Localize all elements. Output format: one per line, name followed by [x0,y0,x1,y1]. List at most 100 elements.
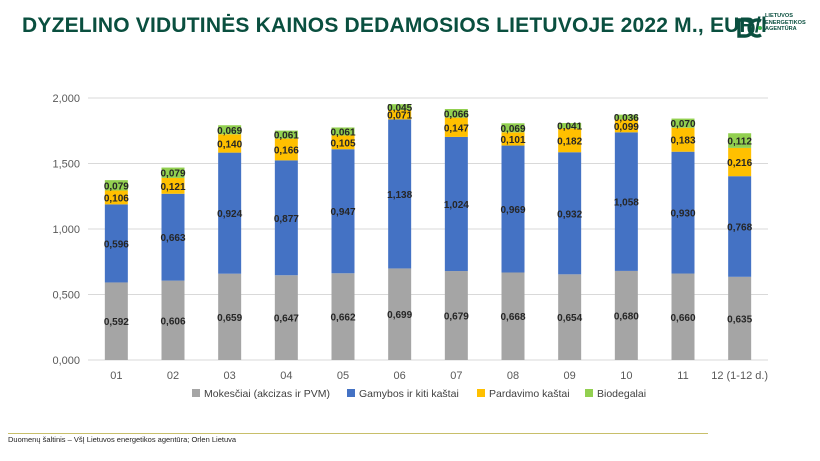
data-label: 0,061 [330,127,355,138]
data-label: 0,106 [104,193,129,204]
x-tick-label: 12 (1-12 d.) [711,370,768,382]
legend-label: Pardavimo kaštai [489,388,570,400]
data-label: 0,101 [500,135,525,146]
bar-segment [614,132,638,271]
legend-label: Gamybos ir kiti kaštai [359,388,459,400]
bar-segment [388,119,412,269]
data-label: 0,647 [274,314,299,325]
x-tick-label: 10 [620,370,632,382]
data-label: 0,183 [670,136,695,147]
stacked-bar-chart: 0,000 0,500 1,000 1,500 2,000 0,592 0,596 0,106… [52,93,768,400]
legend-swatch [585,389,593,397]
bar-segment [444,136,468,272]
bar-segment [331,135,355,150]
data-label: 0,105 [330,138,355,149]
data-label: 0,932 [557,209,582,220]
y-tick-label: 1,000 [52,224,80,236]
data-label: 0,045 [387,103,412,114]
bar-segment [614,270,638,360]
bar-segment [444,117,468,137]
data-label: 0,112 [727,137,752,148]
logo-line-3: AGENTŪRA [765,26,797,33]
data-label: 0,660 [670,313,695,324]
data-label: 0,099 [614,122,639,133]
data-label: 0,147 [444,123,469,134]
bar-segment [671,118,695,128]
bar-segment [558,128,582,153]
bar-segment [388,268,412,360]
data-label: 0,079 [160,169,185,180]
x-tick-label: 08 [507,370,519,382]
data-label: 0,924 [217,209,242,220]
bar-segment [444,109,468,118]
logo-text: LIETUVOS ENERGETIKOS AGENTŪRA [765,13,806,33]
bar-segment [728,176,752,277]
bar-segment [388,110,412,120]
data-label: 0,140 [217,139,242,150]
bar-segment [671,151,695,274]
data-label: 0,947 [330,207,355,218]
data-label: 0,668 [500,312,525,323]
bar-segment [671,127,695,152]
data-label: 0,069 [500,124,525,135]
divider [8,433,708,434]
data-label: 0,659 [217,313,242,324]
data-label: 0,680 [614,311,639,322]
data-label: 0,679 [444,312,469,323]
data-label: 0,635 [727,314,752,325]
bar-segment [161,177,185,194]
logo-line-2: ENERGETIKOS [765,19,806,26]
bar-segment [104,180,128,191]
data-label: 1,058 [614,198,639,209]
y-tick-label: 0,000 [52,355,80,367]
data-label: 1,024 [444,200,469,211]
bar-segment [501,123,525,133]
legend-swatch [192,389,200,397]
data-label: 0,930 [670,209,695,220]
bar-segment [671,273,695,360]
x-tick-label: 05 [337,370,349,382]
legend-label: Biodegalai [597,388,646,400]
bar-segment [104,204,128,283]
legend-swatch [347,389,355,397]
bar-segment [501,145,525,273]
bar-segment [728,133,752,148]
data-label: 0,041 [557,122,582,133]
y-tick-label: 1,500 [52,159,80,171]
x-tick-label: 01 [110,370,122,382]
bar-segment [218,134,242,153]
bar-segment [388,104,412,111]
data-label: 0,662 [330,313,355,324]
y-tick-label: 2,000 [52,93,80,105]
logo-line-1: LIETUVOS [765,13,793,19]
x-tick-label: 06 [394,370,406,382]
bar-segment [274,130,298,139]
data-label: 0,592 [104,317,129,328]
data-label: 0,606 [160,316,185,327]
data-label: 0,699 [387,310,412,321]
bar-segment [161,193,185,281]
bar-segment [501,132,525,146]
data-label: 0,036 [614,113,639,124]
page-title: DYZELINO VIDUTINĖS KAINOS DEDAMOSIOS LIE… [22,14,767,37]
data-label: 0,768 [727,223,752,234]
bar-segment [161,280,185,360]
bar-segment [104,190,128,205]
bar-segment [558,123,582,129]
data-label: 0,969 [500,205,525,216]
data-label: 0,121 [160,182,185,193]
bar-segment [218,273,242,360]
x-tick-label: 11 [677,370,688,382]
data-label: 0,070 [670,119,695,130]
bar-segment [331,273,355,360]
data-label: 0,061 [274,131,299,142]
data-label: 0,596 [104,239,129,250]
x-tick-label: 09 [564,370,576,382]
data-label: 0,663 [160,233,185,244]
bar-segment [161,167,185,178]
x-tick-label: 02 [167,370,179,382]
data-label: 0,166 [274,145,299,156]
bar-segment [218,152,242,274]
bar-segment [104,282,128,360]
bar-segment [614,114,638,120]
